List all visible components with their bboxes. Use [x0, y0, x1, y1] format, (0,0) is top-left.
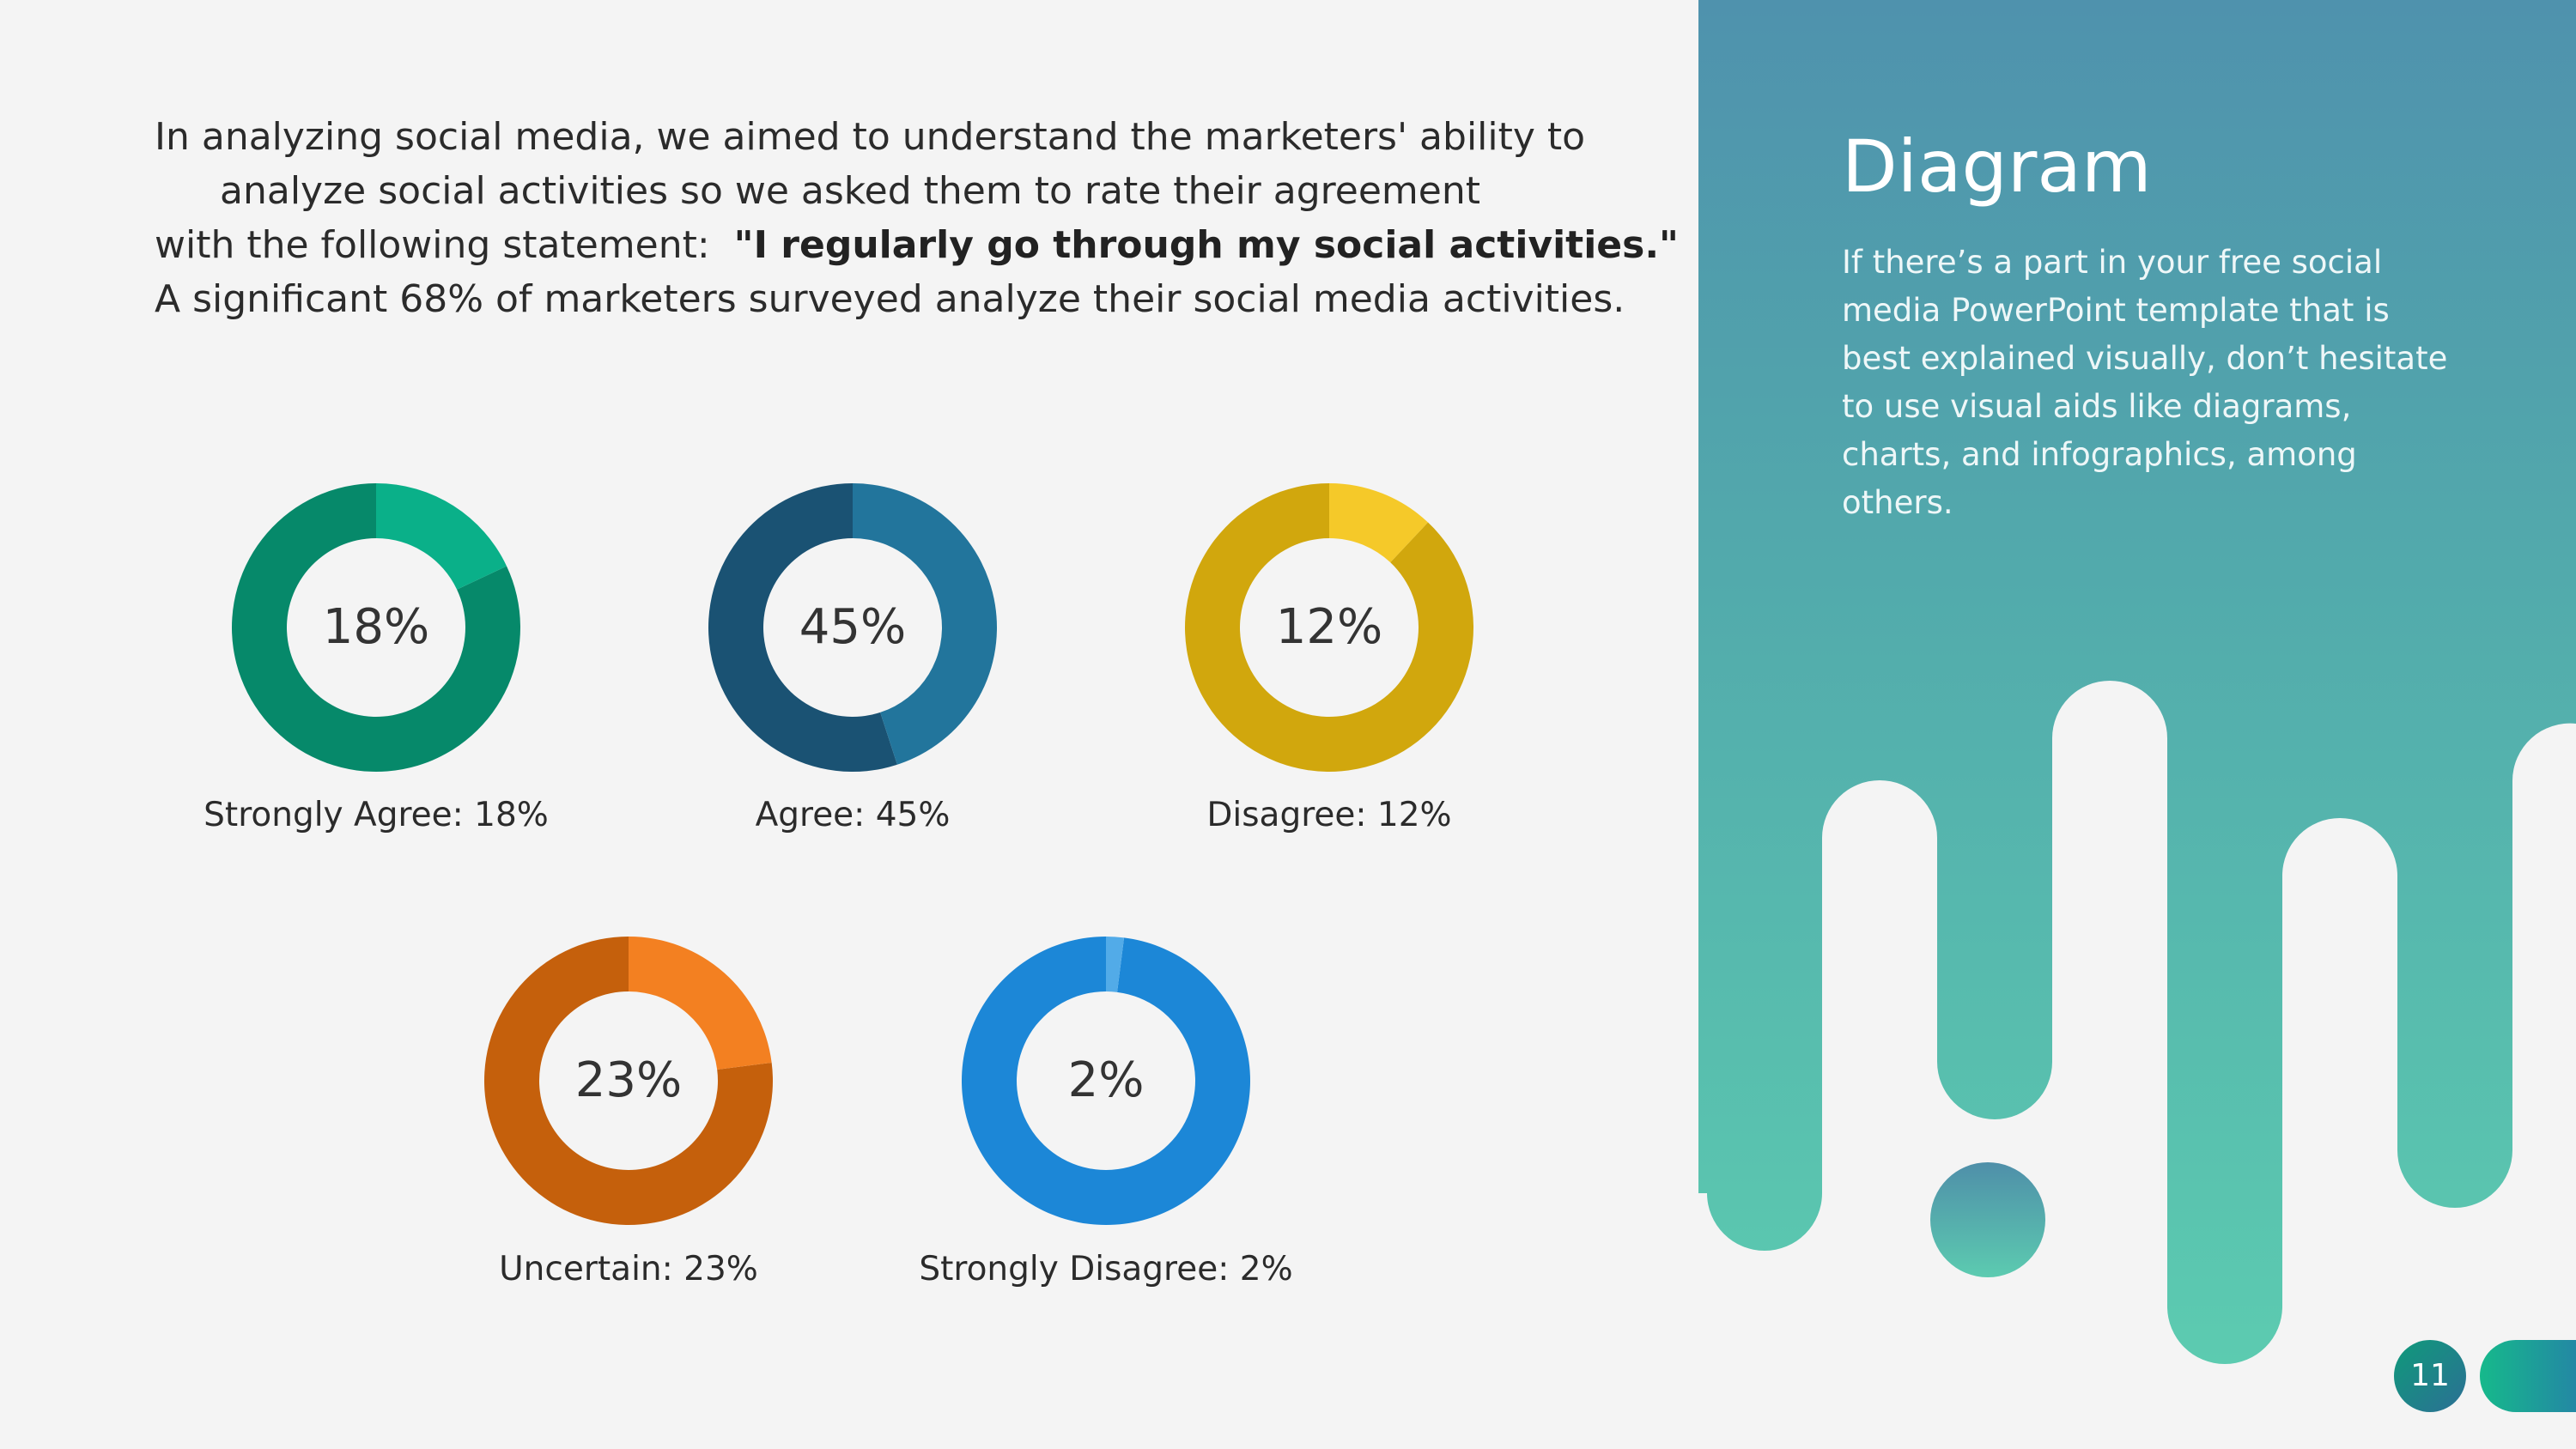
drip-background [1698, 0, 2576, 1364]
donut-chart-uncertain: 23% [484, 937, 773, 1225]
donut-caption-strongly-agree: Strongly Agree: 18% [204, 796, 549, 834]
donut-segment-highlight [376, 483, 507, 590]
page-tab-accent [2480, 1340, 2576, 1412]
donut-chart-strongly-disagree: 2% [962, 937, 1250, 1225]
donut-caption-agree: Agree: 45% [755, 796, 951, 834]
donut-chart-strongly-agree: 18% [232, 483, 520, 772]
donut-caption-strongly-disagree: Strongly Disagree: 2% [919, 1250, 1293, 1288]
donut-segment-highlight [1106, 937, 1125, 992]
donut-svg [1185, 483, 1473, 772]
donut-segment-rest [232, 483, 520, 772]
panel-title: Diagram [1842, 124, 2152, 209]
panel-description: If there’s a part in your free social me… [1842, 244, 2448, 521]
donut-center-value: 23% [574, 1052, 683, 1108]
donut-segment-rest [708, 483, 897, 772]
side-panel [1698, 0, 2576, 1449]
intro-line-1: In analyzing social media, we aimed to u… [155, 115, 1586, 159]
donut-segment-highlight [629, 937, 772, 1070]
donut-segment-rest [484, 937, 773, 1225]
donut-segment-highlight [853, 483, 997, 765]
donut-segment-highlight [1329, 483, 1429, 563]
donut-segment-rest [962, 937, 1250, 1225]
intro-line-2: analyze social activities so we asked th… [220, 169, 1480, 213]
donut-center-value: 2% [1067, 1052, 1145, 1108]
donut-caption-disagree: Disagree: 12% [1206, 796, 1452, 834]
survey-statement-quote: "I regularly go through my social activi… [733, 223, 1679, 267]
donut-svg [232, 483, 520, 772]
page-number-badge: 11 [2394, 1340, 2466, 1412]
intro-line-4: A significant 68% of marketers surveyed … [155, 277, 1625, 321]
donut-center-value: 45% [799, 599, 907, 655]
intro-text: In analyzing social media, we aimed to u… [155, 110, 1679, 326]
intro-line-3-prefix: with the following statement: [155, 223, 710, 267]
donut-caption-uncertain: Uncertain: 23% [499, 1250, 758, 1288]
donut-chart-agree: 45% [708, 483, 997, 772]
drip-shape [1698, 0, 2576, 1364]
donut-chart-disagree: 12% [1185, 483, 1473, 772]
intro-line-3: with the following statement: "I regular… [155, 218, 1679, 272]
donut-svg [708, 483, 997, 772]
drip-dot [1930, 1162, 2045, 1277]
donut-svg [962, 937, 1250, 1225]
donut-center-value: 18% [322, 599, 430, 655]
donut-segment-rest [1185, 483, 1473, 772]
donut-center-value: 12% [1275, 599, 1383, 655]
donut-svg [484, 937, 773, 1225]
